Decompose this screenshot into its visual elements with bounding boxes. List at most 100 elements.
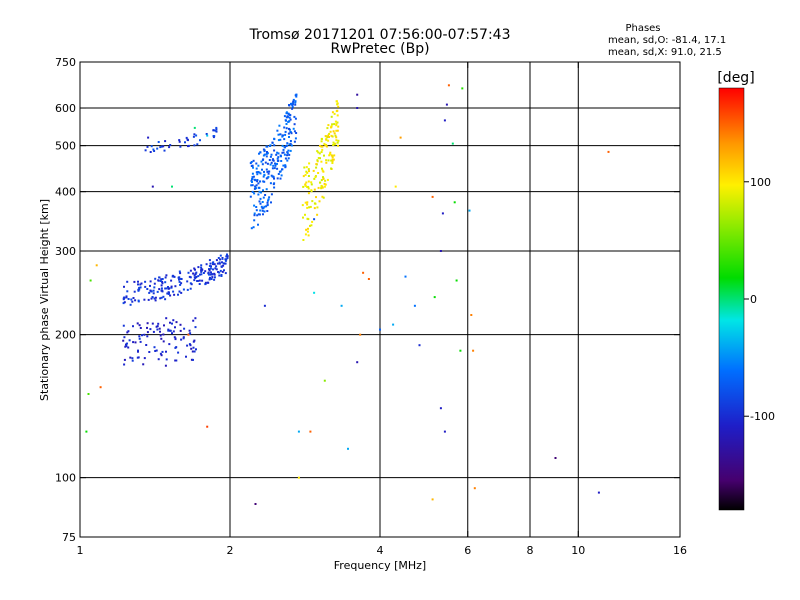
data-point xyxy=(162,333,165,336)
data-point xyxy=(277,133,280,136)
data-point xyxy=(178,278,180,281)
data-point xyxy=(179,145,182,148)
data-point xyxy=(293,130,296,133)
data-point xyxy=(142,363,145,366)
data-point xyxy=(337,105,340,108)
data-point xyxy=(165,358,168,361)
data-point xyxy=(220,265,223,268)
data-point xyxy=(215,126,218,129)
data-point xyxy=(165,317,168,320)
data-point xyxy=(215,268,218,271)
data-point xyxy=(317,151,320,154)
data-point xyxy=(320,140,323,143)
data-point xyxy=(288,153,291,156)
data-point xyxy=(283,126,286,129)
data-point xyxy=(331,123,334,126)
data-point xyxy=(144,149,147,152)
data-point xyxy=(276,159,279,162)
data-point xyxy=(217,257,220,259)
colorbar-tick-label: 0 xyxy=(750,293,757,306)
data-point xyxy=(154,296,157,299)
data-point xyxy=(413,304,416,307)
data-point xyxy=(250,165,253,167)
data-point xyxy=(139,283,142,286)
data-point xyxy=(186,288,189,291)
data-point xyxy=(154,299,157,302)
data-point xyxy=(311,200,314,203)
data-point xyxy=(251,178,253,181)
data-point xyxy=(269,145,271,147)
data-point xyxy=(316,150,319,153)
data-point xyxy=(329,130,332,133)
data-point xyxy=(126,280,129,283)
data-point xyxy=(193,350,196,353)
data-point xyxy=(287,112,290,115)
data-point xyxy=(292,127,295,130)
data-point xyxy=(320,184,323,187)
x-tick-label: 6 xyxy=(464,544,471,557)
data-point xyxy=(331,135,334,138)
data-point xyxy=(278,124,281,127)
data-point xyxy=(132,341,135,344)
data-point xyxy=(329,153,332,155)
data-point xyxy=(256,214,259,217)
data-point xyxy=(319,157,321,160)
data-point xyxy=(441,212,444,215)
data-point xyxy=(171,274,174,277)
data-point xyxy=(139,327,142,329)
data-point xyxy=(291,103,294,106)
data-point xyxy=(292,98,295,101)
data-point xyxy=(161,282,164,285)
data-point xyxy=(288,116,291,119)
data-point xyxy=(189,269,192,272)
data-point xyxy=(170,285,173,288)
data-point xyxy=(208,259,211,262)
data-point xyxy=(359,333,362,336)
data-point xyxy=(281,135,284,138)
data-point xyxy=(205,263,208,266)
data-point xyxy=(267,175,270,178)
data-point xyxy=(211,276,214,279)
data-point xyxy=(137,350,139,353)
data-point xyxy=(146,322,149,325)
legend-line-x: mean, sd,X: 91.0, 21.5 xyxy=(608,47,722,58)
data-point xyxy=(212,263,214,266)
data-point xyxy=(263,210,266,213)
data-point xyxy=(186,138,189,141)
data-point xyxy=(336,109,339,112)
data-point xyxy=(87,393,90,395)
data-point xyxy=(158,276,161,279)
data-point xyxy=(266,201,269,204)
data-point xyxy=(266,152,269,155)
data-point xyxy=(180,291,183,294)
data-point xyxy=(258,190,261,193)
data-point xyxy=(431,498,434,501)
data-point xyxy=(219,269,222,272)
data-point xyxy=(257,171,260,173)
data-point xyxy=(330,154,333,157)
data-point xyxy=(156,290,159,293)
data-point xyxy=(262,189,264,192)
chart-subtitle: RwPretec (Bp) xyxy=(330,41,429,57)
data-point xyxy=(129,356,132,359)
y-tick-label: 200 xyxy=(55,329,76,342)
data-point xyxy=(200,270,203,273)
data-point xyxy=(288,127,290,130)
data-point xyxy=(199,273,201,276)
data-point xyxy=(200,269,203,272)
data-point xyxy=(209,267,212,270)
data-point xyxy=(158,327,161,330)
data-point xyxy=(324,183,327,186)
data-point xyxy=(167,329,170,332)
data-point xyxy=(331,160,334,163)
data-point xyxy=(188,329,191,332)
data-point xyxy=(213,135,216,138)
data-point xyxy=(153,346,156,349)
data-point xyxy=(195,276,198,278)
data-point xyxy=(313,207,316,210)
data-point xyxy=(174,346,177,349)
data-point xyxy=(306,171,309,174)
data-point xyxy=(163,324,165,327)
data-point xyxy=(323,182,326,185)
data-point xyxy=(204,270,207,273)
